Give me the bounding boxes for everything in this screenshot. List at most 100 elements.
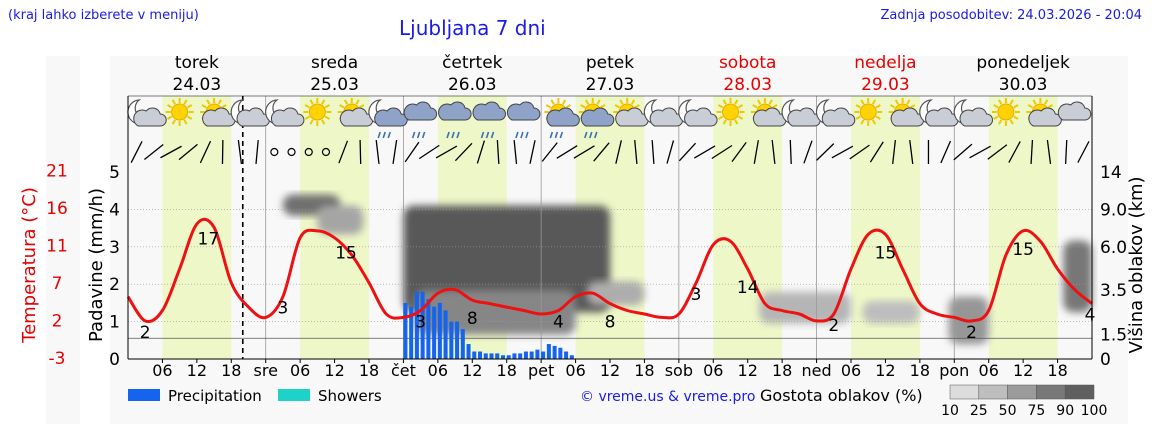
- sun-ray: [545, 104, 552, 109]
- precipitation-bar: [546, 344, 551, 359]
- cloud-cover-area: [403, 205, 610, 313]
- rain-drop: [559, 131, 564, 139]
- wind-barb-icon: [418, 144, 440, 160]
- cloud-scale-label: 100: [1081, 403, 1108, 419]
- day-name: četrtek: [442, 53, 503, 73]
- sun-disc: [859, 103, 877, 121]
- rain-drop: [520, 131, 524, 139]
- precipitation-bar: [414, 291, 419, 359]
- day-name: ponedeljek: [976, 53, 1070, 73]
- wind-barb-icon: [651, 139, 655, 165]
- sun-ray: [600, 104, 606, 109]
- temperature-label: 2: [140, 323, 151, 343]
- legend-swatch: [278, 389, 310, 401]
- cloud-shape: [339, 107, 374, 127]
- sun-ray: [734, 99, 739, 105]
- sun-ray: [737, 115, 744, 120]
- rain-drop: [480, 131, 485, 139]
- day-name: petek: [586, 53, 634, 73]
- wind-barb-icon: [987, 144, 1008, 160]
- sun-ray: [717, 104, 724, 109]
- cloud-shape: [236, 107, 270, 127]
- legend-label: Precipitation: [168, 387, 262, 405]
- wind-barb-icon: [178, 143, 198, 161]
- wind-barb-icon: [144, 144, 164, 160]
- sun-ray: [894, 99, 900, 105]
- moon-cloud-icon: [678, 99, 718, 127]
- rain-drop: [411, 131, 416, 139]
- precipitation-bar: [552, 345, 557, 359]
- x-tick-label: 18: [634, 361, 654, 380]
- wind-barb-icon: [404, 141, 420, 163]
- sun-ray: [171, 119, 177, 125]
- wind-barb-icon: [454, 142, 473, 162]
- sun-ray: [171, 99, 177, 105]
- sun-ray: [186, 104, 193, 109]
- sun-ray: [324, 104, 330, 109]
- cloud-height-tick-label: 6.0: [1100, 238, 1127, 258]
- precipitation-bar: [449, 321, 454, 359]
- moon-cloud-icon: [127, 99, 167, 127]
- sun-ray: [875, 104, 881, 109]
- rain-drop: [416, 131, 421, 139]
- cloud-scale-title: Gostota oblakov (%): [760, 386, 923, 405]
- day-name: sreda: [311, 53, 358, 73]
- sun-ray: [186, 115, 193, 120]
- sun-ray: [875, 115, 881, 120]
- moon-cloud-rain-icon: [368, 99, 408, 139]
- page-title: Ljubljana 7 dni: [399, 16, 546, 40]
- x-tick-label: 06: [841, 361, 861, 380]
- sun-ray: [757, 99, 762, 105]
- wind-barb-icon: [831, 145, 854, 159]
- temperature-label: 8: [467, 309, 478, 329]
- cloud-height-tick-label: 14: [1100, 163, 1122, 183]
- wind-barb-icon: [711, 144, 733, 160]
- day-name: nedelja: [854, 53, 916, 73]
- moon-cloud-icon: [265, 99, 305, 127]
- day-name: torek: [175, 53, 219, 73]
- sun-ray: [614, 104, 620, 109]
- wind-barb-icon: [1077, 141, 1090, 163]
- cloud-shape: [506, 101, 541, 121]
- day-date: 26.03: [448, 75, 497, 95]
- day-date: 27.03: [586, 75, 635, 95]
- rain-drop: [554, 131, 559, 139]
- cloud-shape: [684, 107, 718, 127]
- sun-disc: [997, 103, 1015, 121]
- precipitation-bar: [409, 306, 414, 359]
- x-tick-label: 18: [1047, 361, 1067, 380]
- precipitation-bar: [437, 302, 442, 359]
- wind-calm-icon: [287, 147, 296, 157]
- sun-ray: [339, 104, 345, 109]
- cloud-shape: [615, 107, 649, 127]
- temperature-label: 14: [737, 278, 759, 298]
- sun-ray: [304, 115, 311, 120]
- cloud-scale-swatch: [1007, 384, 1037, 400]
- rain-drop: [589, 131, 593, 139]
- x-tick-label: 18: [359, 361, 379, 380]
- wind-barb-icon: [753, 140, 759, 164]
- wind-barb-icon: [940, 140, 952, 164]
- temperature-label: 8: [605, 313, 616, 333]
- cloud-shape: [925, 107, 959, 127]
- wind-calm-icon: [321, 147, 331, 157]
- cloud-cover-area: [317, 205, 364, 235]
- sun-icon: [165, 98, 194, 126]
- sun-ray: [1013, 115, 1019, 120]
- sun-disc: [722, 103, 739, 121]
- wind-barb-icon: [678, 142, 697, 162]
- sun-ray: [855, 115, 861, 120]
- precipitation-bar: [564, 351, 569, 359]
- cloud-scale-label: 50: [999, 403, 1017, 419]
- location-hint[interactable]: (kraj lahko izberete v meniju): [8, 8, 199, 23]
- sun-ray: [343, 99, 349, 105]
- wind-barb-icon: [731, 141, 747, 163]
- moon-cloud-icon: [230, 99, 270, 127]
- precipitation-bar: [535, 349, 540, 359]
- wind-barb-icon: [789, 139, 792, 165]
- precipitation-bar: [432, 306, 437, 359]
- sun-ray: [167, 104, 173, 109]
- wind-barb-icon: [803, 140, 813, 164]
- wind-barb-icon: [237, 140, 243, 164]
- sun-cloud-icon: [888, 98, 925, 127]
